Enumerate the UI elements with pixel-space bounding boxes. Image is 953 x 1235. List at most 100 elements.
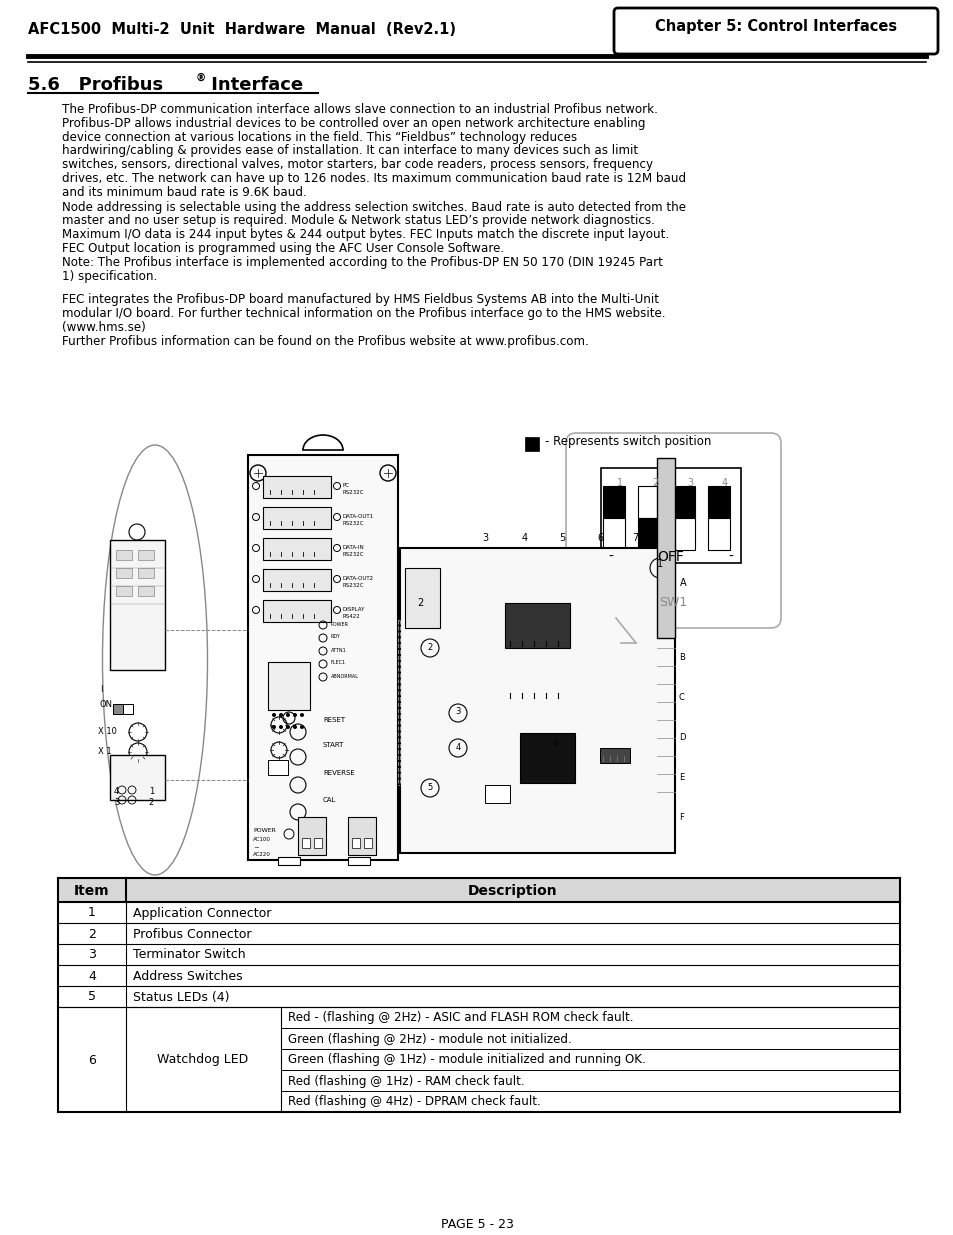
Bar [405,568,439,629]
Text: ATTN1: ATTN1 [331,647,346,652]
Text: 6: 6 [552,740,558,748]
Bar [638,487,659,517]
Text: 3: 3 [113,798,119,806]
Bar [348,818,375,855]
Text: ~: ~ [253,845,258,851]
Bar [672,517,695,550]
Text: AC220: AC220 [253,852,271,857]
Bar [110,755,165,800]
Text: 3: 3 [88,948,96,962]
Text: hardwiring/cabling & provides ease of installation. It can interface to many dev: hardwiring/cabling & provides ease of in… [62,144,638,157]
Text: -: - [728,550,733,564]
Circle shape [299,713,304,718]
Text: 2: 2 [88,927,96,941]
Bar [112,704,123,714]
Text: (www.hms.se): (www.hms.se) [62,321,146,333]
Text: 2: 2 [651,478,658,488]
Circle shape [272,725,275,729]
Bar [707,487,729,517]
Text: AFC1500  Multi-2  Unit  Hardware  Manual  (Rev2.1): AFC1500 Multi-2 Unit Hardware Manual (Re… [28,22,456,37]
Text: master and no user setup is required. Module & Network status LED’s provide netw: master and no user setup is required. Mo… [62,215,654,227]
Bar [638,517,659,550]
Text: RS422: RS422 [343,614,360,619]
Text: 4: 4 [88,969,96,983]
Text: DATA-IN: DATA-IN [343,545,364,550]
Bar [602,517,624,550]
Text: Status LEDs (4): Status LEDs (4) [132,990,230,1004]
Text: and its minimum baud rate is 9.6K baud.: and its minimum baud rate is 9.6K baud. [62,185,307,199]
Text: 6: 6 [88,1053,96,1067]
Bar [112,704,132,714]
Text: X 1: X 1 [98,747,112,756]
Bar [707,517,729,550]
Bar [602,487,624,517]
Text: -: - [608,550,613,564]
Bar [263,508,331,529]
Text: Red - (flashing @ 2Hz) - ASIC and FLASH ROM check fault.: Red - (flashing @ 2Hz) - ASIC and FLASH … [288,1011,633,1025]
Text: ABNORMAL: ABNORMAL [331,673,358,678]
Text: 1: 1 [149,787,153,797]
Text: Profibus Connector: Profibus Connector [132,927,252,941]
Bar [657,458,675,638]
Bar [484,785,510,803]
Text: 3: 3 [481,534,488,543]
Text: switches, sensors, directional valves, motor starters, bar code readers, process: switches, sensors, directional valves, m… [62,158,652,172]
Text: 4: 4 [113,787,119,797]
Text: PAGE 5 - 23: PAGE 5 - 23 [440,1218,513,1231]
Circle shape [293,725,296,729]
Bar [138,585,153,597]
Text: SW1: SW1 [659,597,686,610]
Circle shape [286,713,290,718]
Text: Description: Description [468,884,558,898]
Bar [519,734,575,783]
Text: AC100: AC100 [253,837,271,842]
Circle shape [299,725,304,729]
Text: DATA-OUT1: DATA-OUT1 [343,514,374,519]
Bar [58,878,899,902]
Circle shape [278,725,283,729]
Bar [248,454,397,860]
Text: Maximum I/O data is 244 input bytes & 244 output bytes. FEC Inputs match the dis: Maximum I/O data is 244 input bytes & 24… [62,228,668,241]
Text: Profibus-DP allows industrial devices to be controlled over an open network arch: Profibus-DP allows industrial devices to… [62,117,645,130]
Text: PC: PC [343,483,350,488]
Text: 5: 5 [558,534,564,543]
Bar [116,568,132,578]
Text: CAL: CAL [323,797,336,803]
Text: START: START [323,742,344,748]
Text: 3: 3 [686,478,692,488]
Text: Interface: Interface [205,77,303,94]
Text: C: C [679,694,684,703]
Text: REVERSE: REVERSE [323,769,355,776]
Text: 5: 5 [88,990,96,1004]
Bar [504,603,569,648]
Text: 7: 7 [631,534,638,543]
Text: FEC Output location is programmed using the AFC User Console Software.: FEC Output location is programmed using … [62,242,503,254]
Text: 1: 1 [88,906,96,920]
Bar [138,550,153,559]
Text: RESET: RESET [323,718,345,722]
Text: 4: 4 [521,534,528,543]
Text: FLEC1: FLEC1 [331,661,346,666]
Bar [297,818,326,855]
Text: X 10: X 10 [98,727,117,736]
Text: Application Connector: Application Connector [132,906,271,920]
Circle shape [272,713,275,718]
Bar [600,468,740,563]
Bar [352,839,359,848]
Bar [672,487,695,517]
Bar [399,548,675,853]
Text: Further Profibus information can be found on the Profibus website at www.profibu: Further Profibus information can be foun… [62,335,588,348]
Text: RS232C: RS232C [343,552,364,557]
Text: drives, etc. The network can have up to 126 nodes. Its maximum communication bau: drives, etc. The network can have up to … [62,172,685,185]
Bar [110,540,165,671]
Text: 2: 2 [149,798,153,806]
Text: RS232C: RS232C [343,583,364,588]
Text: POWER: POWER [253,827,275,832]
FancyBboxPatch shape [614,7,937,54]
Text: E: E [679,773,683,783]
Text: F: F [679,814,683,823]
Text: - Represents switch position: - Represents switch position [544,435,711,447]
Text: 4: 4 [721,478,727,488]
Bar [302,839,310,848]
Text: Note: The Profibus interface is implemented according to the Profibus-DP EN 50 1: Note: The Profibus interface is implemen… [62,256,662,269]
